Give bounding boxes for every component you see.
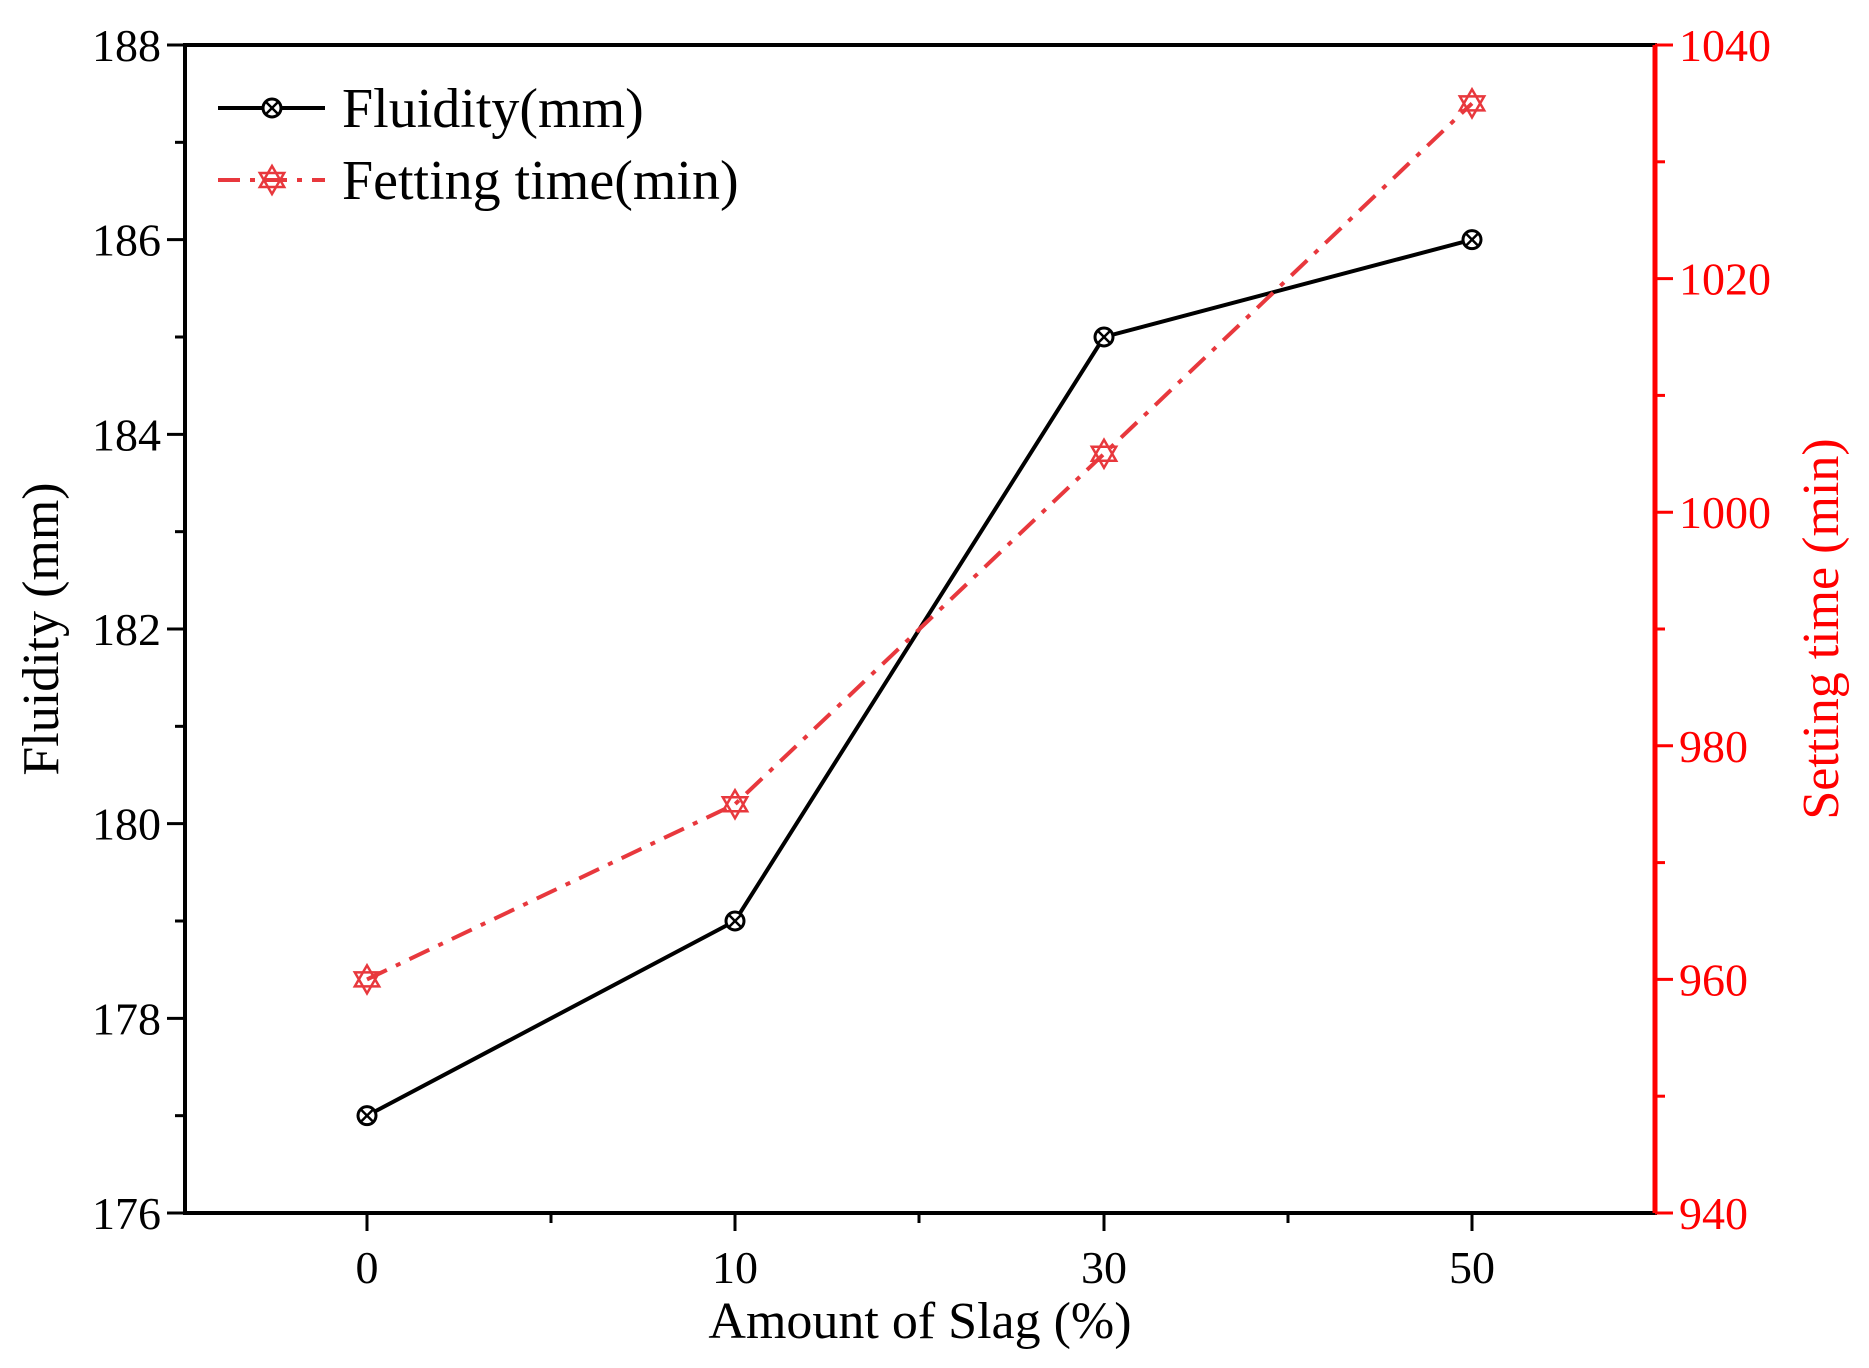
star-triangle-down: [1457, 95, 1487, 120]
x-axis-title: Amount of Slag (%): [708, 1293, 1131, 1350]
marker-cross-b: [359, 1108, 375, 1124]
star-triangle-down: [352, 971, 382, 996]
x-tick-label: 10: [712, 1242, 758, 1293]
left-axis: 176 178 180 182 184 186 188: [92, 20, 185, 1239]
legend-label: Fetting time(min): [342, 150, 739, 212]
marker-cross-b: [1096, 329, 1112, 345]
star-triangle-down: [1089, 445, 1119, 471]
legend: Fluidity(mm) Fetting time(min): [218, 78, 739, 212]
circle-x-marker: [1461, 229, 1483, 251]
x-tick-label: 50: [1449, 1242, 1495, 1293]
marker-cross-b: [727, 913, 743, 929]
x-tick-label: 30: [1081, 1242, 1127, 1293]
x-tick-label: 0: [356, 1242, 379, 1293]
star-triangle-down: [720, 795, 750, 821]
left-tick-label: 180: [92, 799, 161, 850]
circle-x-marker: [1093, 326, 1115, 348]
star-marker: [1089, 437, 1119, 471]
star-marker: [720, 787, 750, 821]
series-line: [366, 101, 1474, 982]
series-layer: [352, 86, 1487, 1127]
x-axis: 0 10 30 50: [356, 1213, 1495, 1293]
y2-axis-title: Setting time (min): [1793, 438, 1850, 819]
star-triangle-up: [257, 163, 287, 189]
star-marker: [352, 962, 382, 996]
marker-cross-b: [264, 100, 280, 116]
left-tick-label: 188: [92, 20, 161, 71]
star-triangle-up: [1089, 437, 1119, 463]
circle-x-marker: [724, 910, 746, 932]
star-triangle-down: [257, 171, 287, 197]
right-tick-label: 1000: [1679, 487, 1771, 538]
legend-label: Fluidity(mm): [342, 78, 644, 140]
left-tick-label: 182: [92, 604, 161, 655]
right-tick-label: 1040: [1679, 20, 1771, 71]
marker-cross-b: [1464, 232, 1480, 248]
right-tick-label: 1020: [1679, 254, 1771, 305]
right-tick-label: 940: [1679, 1188, 1748, 1239]
left-tick-label: 184: [92, 409, 161, 460]
star-triangle-up: [352, 962, 382, 988]
left-tick-label: 178: [92, 993, 161, 1044]
circle-x-marker: [261, 97, 283, 119]
right-axis: 940 960 980 1000 1020 1040: [1652, 20, 1771, 1239]
left-tick-label: 176: [92, 1188, 161, 1239]
series-line: [366, 237, 1473, 1118]
star-marker: [257, 163, 287, 197]
star-triangle-up: [720, 787, 750, 813]
legend-entry: Fetting time(min): [218, 150, 739, 212]
right-tick-label: 960: [1679, 954, 1748, 1005]
star-marker: [1457, 86, 1487, 120]
circle-x-marker: [356, 1105, 378, 1127]
left-tick-label: 186: [92, 215, 161, 266]
y-axis-title: Fluidity (mm): [13, 482, 70, 775]
right-tick-label: 980: [1679, 721, 1748, 772]
legend-entry: Fluidity(mm): [218, 78, 644, 140]
star-triangle-up: [1457, 86, 1487, 112]
